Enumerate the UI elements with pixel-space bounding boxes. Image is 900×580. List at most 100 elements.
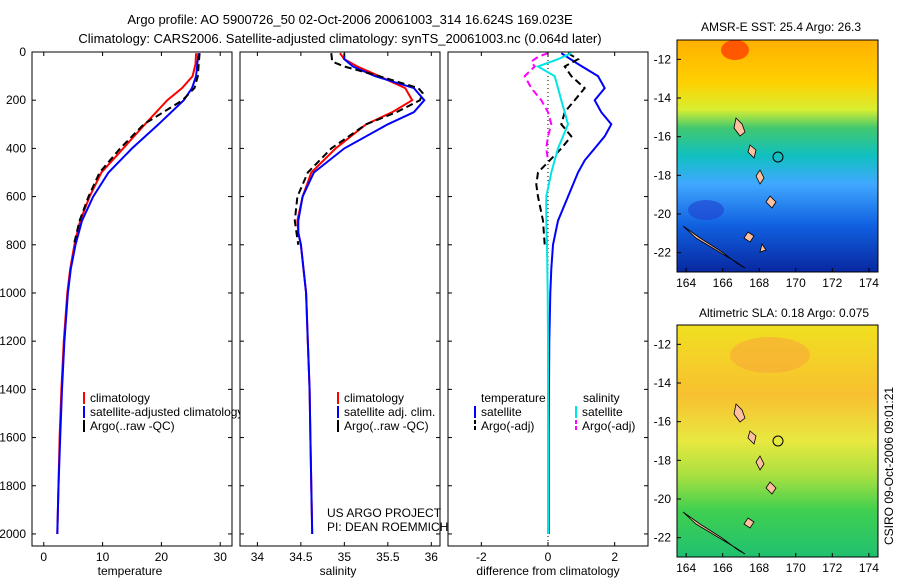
vanuatu-island bbox=[765, 481, 777, 495]
map-y-tick-label: -12 bbox=[654, 337, 672, 351]
series-line-salinity-argo-adj- bbox=[523, 52, 553, 161]
map-y-tick-label: -22 bbox=[654, 246, 672, 260]
map-x-tick-label: 168 bbox=[749, 561, 769, 575]
map-y-tick-label: -12 bbox=[654, 52, 672, 66]
vanuatu-island bbox=[733, 403, 746, 423]
y-tick-label: 1000 bbox=[0, 286, 26, 300]
y-tick-label: 1600 bbox=[0, 431, 26, 445]
series-line-argo-raw-qc- bbox=[72, 53, 201, 246]
project-annotation-2: PI: DEAN ROEMMICH bbox=[327, 520, 448, 534]
temperature-panel: 0 200 400 600 800 1000 1200 1400 1600 1800 2000 0 10… bbox=[0, 45, 243, 578]
temperature-xlabel: temperature bbox=[98, 564, 163, 578]
sla-map: Altimetric SLA: 0.18 Argo: 0.075 164 166 1… bbox=[654, 306, 880, 575]
x-tick-label: 34.5 bbox=[289, 550, 313, 564]
map-x-tick-label: 166 bbox=[713, 276, 733, 290]
legend-sat: satellite adj. clim. bbox=[344, 405, 435, 419]
sla-high-patch bbox=[730, 337, 810, 373]
map-x-tick-label: 174 bbox=[859, 276, 879, 290]
sst-map: AMSR-E SST: 25.4 Argo: 26.3 164 166 168 170… bbox=[654, 20, 880, 290]
difference-xlabel: difference from climatology bbox=[476, 564, 619, 578]
x-tick-label: -2 bbox=[476, 550, 487, 564]
vanuatu-island bbox=[765, 195, 777, 209]
legend-clim: climatology bbox=[344, 391, 404, 405]
x-tick-label: 0 bbox=[40, 550, 47, 564]
y-tick-label: 600 bbox=[6, 190, 26, 204]
header-line2: Climatology: CARS2006. Satellite-adjuste… bbox=[78, 31, 601, 46]
sst-axes bbox=[676, 39, 879, 273]
argo-float-marker bbox=[772, 151, 784, 163]
map-y-tick-label: -22 bbox=[654, 531, 672, 545]
project-annotation-1: US ARGO PROJECT bbox=[327, 506, 442, 520]
vanuatu-island bbox=[755, 455, 765, 471]
x-tick-label: 35 bbox=[338, 550, 352, 564]
series-line-temperature-satellite bbox=[547, 52, 613, 534]
map-y-tick-label: -16 bbox=[654, 415, 672, 429]
map-y-tick-label: -16 bbox=[654, 130, 672, 144]
salinity-panel: 34 34.5 35 35.5 36 salinity climatology sate… bbox=[239, 51, 448, 578]
x-tick-label: 36 bbox=[425, 550, 439, 564]
vanuatu-island bbox=[747, 430, 757, 445]
map-x-tick-label: 164 bbox=[676, 561, 696, 575]
salinity-xlabel: salinity bbox=[320, 564, 357, 578]
loyalty-island bbox=[743, 517, 755, 529]
legend-temp-argo: Argo(-adj) bbox=[481, 419, 534, 433]
x-tick-label: 34 bbox=[251, 550, 265, 564]
salinity-axes bbox=[239, 51, 441, 547]
argo-float-marker bbox=[772, 435, 784, 447]
y-tick-label: 400 bbox=[6, 141, 26, 155]
map-x-tick-label: 172 bbox=[822, 276, 842, 290]
series-line-salinity-satellite bbox=[535, 52, 572, 534]
legend-argo: Argo(..raw -QC) bbox=[90, 419, 175, 433]
x-tick-label: 0 bbox=[545, 550, 552, 564]
temperature-axes bbox=[31, 51, 233, 547]
y-tick-label: 1400 bbox=[0, 382, 26, 396]
legend-sat: satellite-adjusted climatology bbox=[90, 405, 243, 419]
vanuatu-island bbox=[747, 144, 757, 159]
vanuatu-island bbox=[755, 169, 765, 185]
credit-text: CSIRO 09-Oct-2006 09:01:21 bbox=[882, 387, 896, 545]
loyalty-island bbox=[743, 231, 755, 243]
new-caledonia-island bbox=[682, 511, 746, 555]
legend-clim: climatology bbox=[90, 391, 150, 405]
x-tick-label: 30 bbox=[214, 550, 228, 564]
y-tick-label: 200 bbox=[6, 93, 26, 107]
map-y-tick-label: -20 bbox=[654, 492, 672, 506]
sst-field bbox=[677, 40, 878, 272]
legend-header-temperature: temperature bbox=[481, 391, 546, 405]
vanuatu-island bbox=[733, 117, 746, 137]
series-line-satellite-adj-clim- bbox=[297, 53, 426, 535]
map-y-tick-label: -18 bbox=[654, 453, 672, 467]
sst-warm-patch bbox=[721, 40, 749, 60]
sst-map-title: AMSR-E SST: 25.4 Argo: 26.3 bbox=[701, 20, 861, 34]
legend-sal-sat: satellite bbox=[582, 405, 623, 419]
legend-sal-argo: Argo(-adj) bbox=[582, 419, 635, 433]
y-tick-label: 1200 bbox=[0, 334, 26, 348]
x-tick-label: 35.5 bbox=[376, 550, 400, 564]
series-line-satellite-adjusted-climatology bbox=[56, 53, 200, 535]
loyalty-island bbox=[759, 243, 767, 253]
sla-axes bbox=[676, 324, 879, 558]
difference-panel: -2 0 2 difference from climatology tempera… bbox=[447, 51, 649, 578]
map-x-tick-label: 170 bbox=[786, 561, 806, 575]
new-caledonia-island bbox=[682, 225, 746, 269]
map-x-tick-label: 164 bbox=[676, 276, 696, 290]
legend-temp-sat: satellite bbox=[481, 405, 522, 419]
map-y-tick-label: -14 bbox=[654, 91, 672, 105]
y-tick-label: 2000 bbox=[0, 527, 26, 541]
legend-header-salinity: salinity bbox=[583, 391, 620, 405]
y-tick-label: 1800 bbox=[0, 479, 26, 493]
x-tick-label: 10 bbox=[96, 550, 110, 564]
map-x-tick-label: 174 bbox=[859, 561, 879, 575]
x-tick-label: 2 bbox=[611, 550, 618, 564]
map-y-tick-label: -18 bbox=[654, 168, 672, 182]
y-tick-label: 0 bbox=[19, 45, 26, 59]
map-x-tick-label: 168 bbox=[749, 276, 769, 290]
map-y-tick-label: -14 bbox=[654, 376, 672, 390]
map-x-tick-label: 166 bbox=[713, 561, 733, 575]
temperature-legend: climatology satellite-adjusted climatolo… bbox=[83, 391, 243, 433]
header-line1: Argo profile: AO 5900726_50 02-Oct-2006 … bbox=[127, 12, 573, 27]
salinity-legend: climatology satellite adj. clim. Argo(..… bbox=[337, 391, 435, 433]
map-x-tick-label: 172 bbox=[822, 561, 842, 575]
y-tick-label: 800 bbox=[6, 238, 26, 252]
